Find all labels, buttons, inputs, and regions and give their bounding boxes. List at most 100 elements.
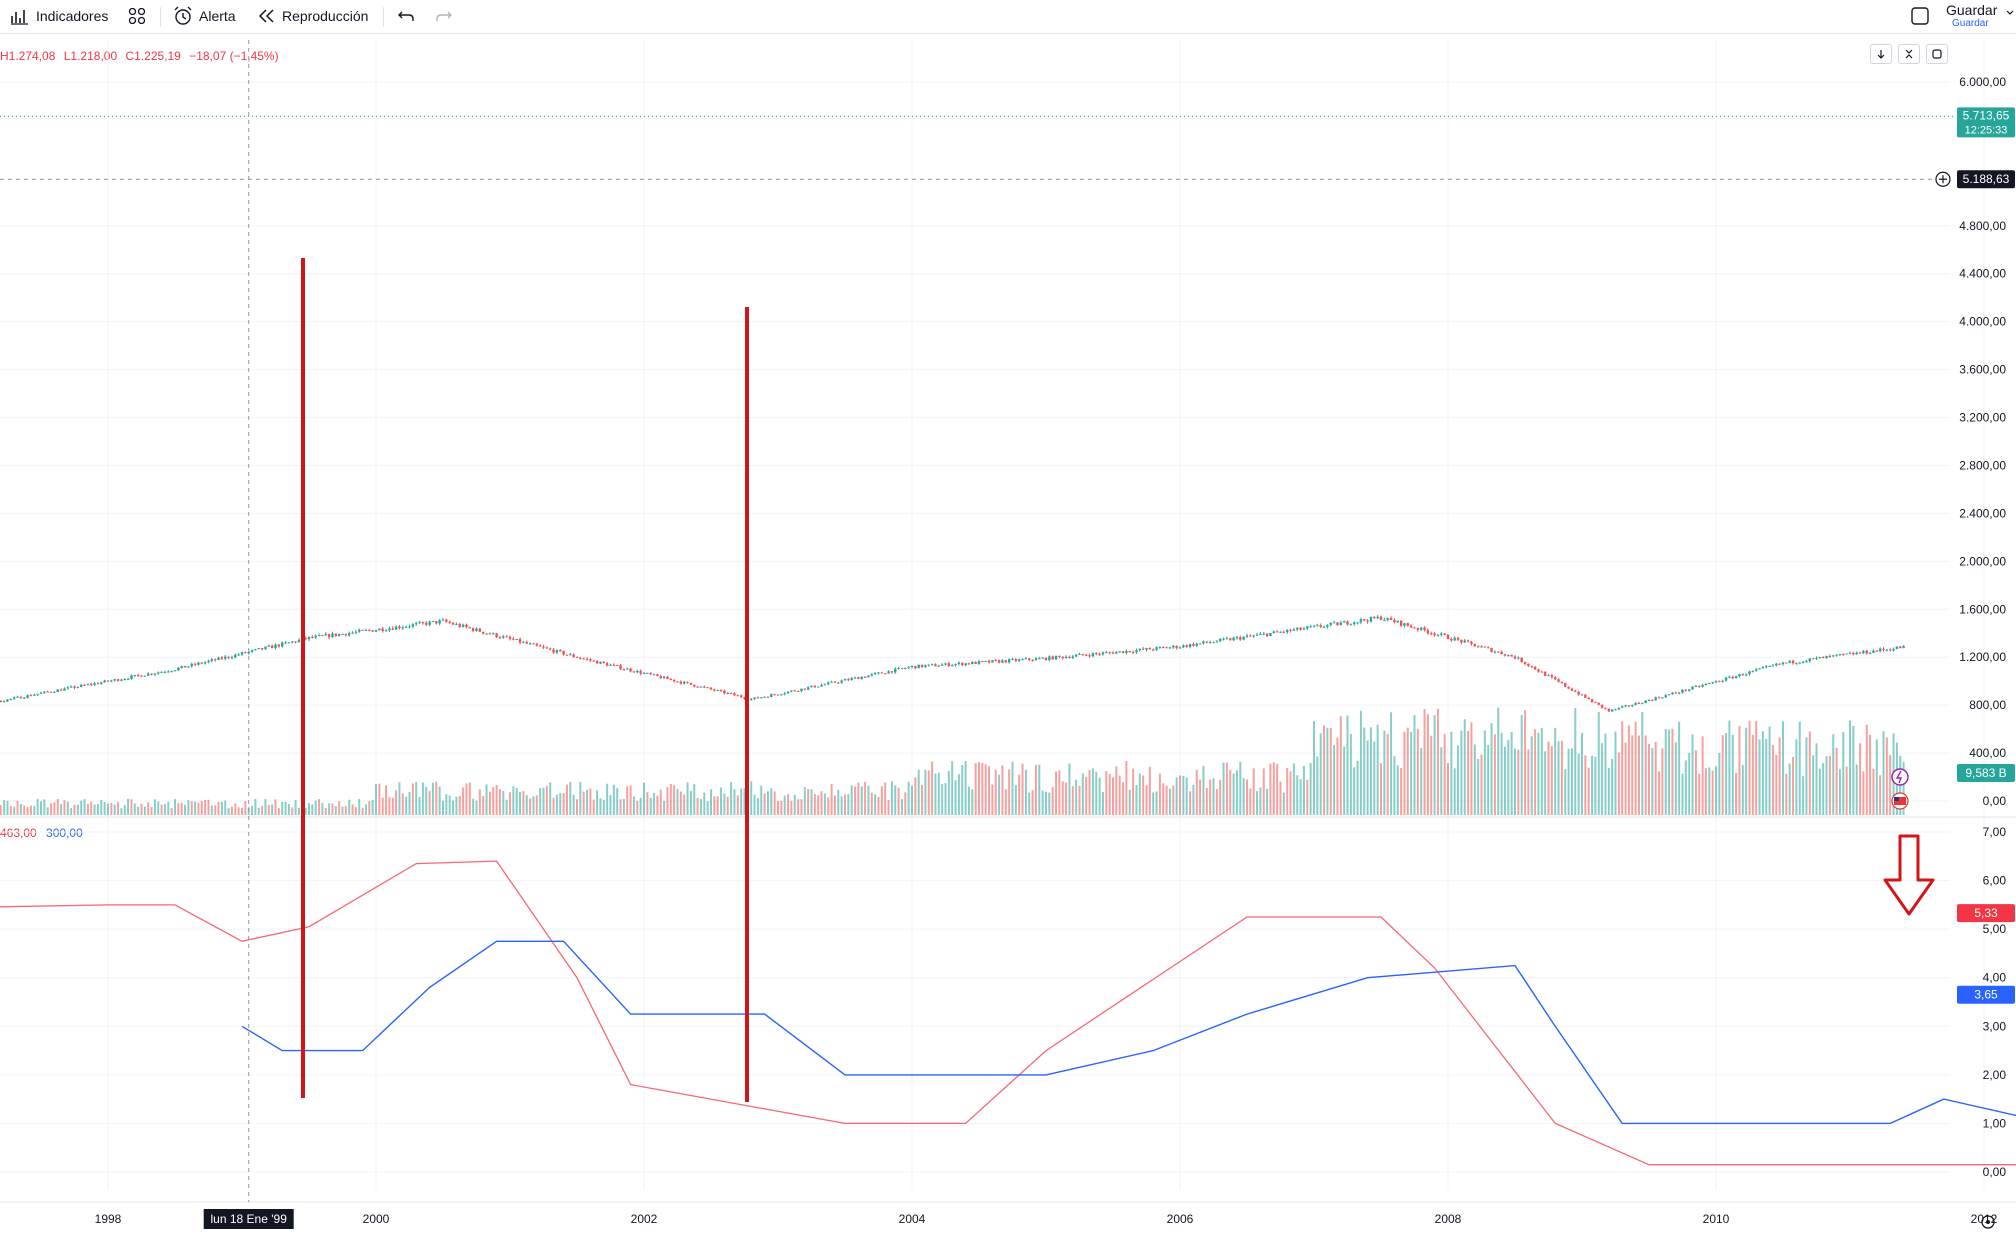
- fullscreen-button[interactable]: [1910, 0, 1930, 32]
- volume-bar: [1463, 719, 1466, 815]
- candle-body: [341, 633, 344, 635]
- volume-bar: [100, 799, 103, 815]
- candle-body: [321, 635, 324, 637]
- candle-body: [1644, 700, 1647, 704]
- volume-bar: [1792, 757, 1795, 815]
- candle-body: [468, 627, 471, 629]
- layout-button[interactable]: [128, 0, 146, 32]
- last-price-tag: 5.713,65 12:25:33: [1957, 107, 2015, 138]
- undo-button[interactable]: [397, 0, 415, 32]
- volume-bar: [1095, 771, 1098, 815]
- close-value: C1.225,19: [125, 49, 181, 63]
- volume-bar: [241, 807, 243, 815]
- volume-bar: [73, 804, 76, 815]
- down-arrow-annotation: [1883, 834, 1935, 916]
- volume-bar: [341, 806, 344, 815]
- move-pane-down-button[interactable]: [1870, 44, 1892, 64]
- candle-body: [153, 673, 157, 675]
- volume-bar: [331, 803, 334, 815]
- candle-body: [1594, 702, 1597, 704]
- maximize-pane-button[interactable]: [1926, 44, 1948, 64]
- volume-bar: [706, 801, 709, 815]
- candle-body: [1105, 652, 1108, 654]
- candle-body: [1346, 621, 1349, 625]
- volume-bar: [854, 786, 857, 815]
- volume-bar: [1302, 765, 1305, 815]
- volume-bar: [287, 803, 290, 815]
- volume-bar: [1142, 775, 1145, 815]
- candle-body: [699, 686, 703, 688]
- volume-bar: [1885, 737, 1888, 815]
- candle-body: [1198, 643, 1202, 645]
- candle-body: [1795, 662, 1798, 664]
- annotations: [0, 40, 1955, 1202]
- volume-bar: [13, 806, 16, 815]
- candle-body: [1708, 683, 1711, 685]
- volume-bar: [117, 802, 120, 815]
- replay-button[interactable]: Reproducción: [258, 0, 368, 32]
- candle-body: [1289, 629, 1292, 631]
- volume-bar: [1373, 741, 1376, 815]
- volume-bar: [1540, 727, 1543, 815]
- replay-label: Reproducción: [282, 8, 369, 24]
- volume-bar: [1282, 792, 1285, 815]
- volume-bar: [170, 807, 173, 815]
- candle-body: [920, 664, 924, 668]
- volume-bar: [421, 782, 424, 815]
- candle-body: [518, 639, 522, 643]
- chart-canvas[interactable]: 6.000,00 4.800,00 4.400,00 4.000,00 3.600,00…: [0, 35, 2016, 1235]
- candle-body: [1507, 654, 1510, 656]
- indicators-button[interactable]: Indicadores: [10, 0, 108, 32]
- volume-bar: [455, 796, 458, 815]
- alert-button[interactable]: Alerta: [173, 0, 236, 32]
- candle-body: [160, 671, 163, 673]
- candle-body: [445, 619, 448, 622]
- indicator-legend: 463,00 300,00: [0, 826, 83, 840]
- alert-label: Alerta: [199, 8, 236, 24]
- collapse-pane-button[interactable]: [1898, 44, 1920, 64]
- candle-body: [1815, 657, 1818, 659]
- candle-body: [806, 687, 810, 690]
- candle-body: [612, 664, 616, 666]
- candle-body: [820, 684, 823, 687]
- candle-body: [940, 664, 944, 666]
- candle-body: [810, 685, 813, 688]
- candle-body: [947, 663, 951, 667]
- volume-bar: [107, 803, 109, 815]
- candle-body: [103, 680, 106, 683]
- candle-body: [1758, 668, 1761, 670]
- candle-body: [1125, 650, 1128, 654]
- redo-button[interactable]: [435, 0, 453, 32]
- volume-bar: [244, 800, 247, 815]
- red-rate-tag: 5,33: [1957, 904, 2015, 923]
- candle-body: [93, 683, 96, 685]
- candle-body: [344, 633, 348, 636]
- candle-body: [351, 632, 354, 634]
- candle-body: [1889, 649, 1892, 651]
- candle-body: [1031, 659, 1034, 661]
- volume-bar: [338, 801, 341, 815]
- candle-body: [1044, 657, 1048, 661]
- volume-bar: [1560, 740, 1563, 815]
- volume-bar: [974, 763, 977, 815]
- volume-bar: [1483, 730, 1486, 815]
- save-button[interactable]: Guardar Guardar: [1942, 0, 2014, 32]
- candle-body: [994, 660, 997, 662]
- volume-bar: [1172, 785, 1175, 815]
- high-value: H1.274,08: [0, 49, 56, 63]
- candle-body: [274, 644, 277, 649]
- candle-body: [451, 622, 455, 625]
- candle-body: [619, 665, 622, 670]
- volume-bar: [475, 800, 478, 815]
- candle-body: [73, 686, 76, 688]
- candle-body: [1892, 648, 1895, 651]
- candle-body: [0, 700, 3, 703]
- candle-body: [1460, 639, 1463, 643]
- price-tick-label: 2.800,00: [1959, 458, 2006, 472]
- volume-bar: [157, 801, 160, 815]
- volume-bar: [368, 801, 371, 815]
- volume-bar: [797, 799, 800, 815]
- volume-bar: [756, 798, 759, 815]
- candle-body: [398, 626, 401, 629]
- time-tick-label: 2004: [899, 1212, 926, 1226]
